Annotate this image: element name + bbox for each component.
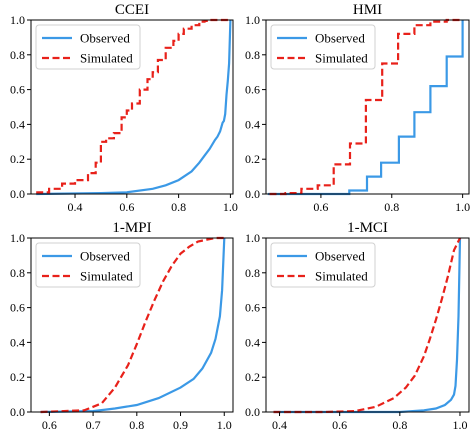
y-tick-label: 0.2: [245, 152, 260, 166]
y-tick-label: 0.4: [10, 335, 25, 349]
y-tick-label: 0.0: [10, 187, 25, 201]
y-tick-label: 0.6: [10, 83, 25, 97]
x-tick-label: 0.8: [171, 200, 186, 214]
legend-box: [35, 24, 141, 70]
x-tick-label: 1.0: [452, 418, 467, 432]
y-tick-label: 0.0: [245, 187, 260, 201]
chart-panel-1: HMI 0.0 0.2 0.4 0.6 0.8 1.0 0.6 0.8 1.0 Observed Si…: [245, 2, 470, 214]
x-tick-label: 0.6: [332, 418, 347, 432]
x-tick-label: 1.0: [455, 200, 470, 214]
y-tick-label: 0.4: [10, 117, 25, 131]
y-tick-label: 1.0: [245, 13, 260, 27]
series-line-simulated: [36, 18, 231, 194]
x-tick-label: 0.8: [392, 418, 407, 432]
y-tick-label: 0.4: [245, 117, 260, 131]
legend-label-simulated: Simulated: [315, 269, 368, 284]
legend-label-observed: Observed: [80, 249, 130, 264]
y-tick-label: 0.8: [245, 48, 260, 62]
y-tick-label: 0.8: [10, 48, 25, 62]
y-tick-label: 0.2: [10, 370, 25, 384]
y-tick-label: 1.0: [245, 231, 260, 245]
legend-box: [270, 24, 376, 70]
legend-box: [35, 242, 141, 288]
y-tick-label: 0.0: [245, 405, 260, 419]
chart-title: 1-MPI: [112, 220, 151, 236]
chart-title: CCEI: [115, 2, 149, 18]
x-tick-label: 0.8: [129, 418, 144, 432]
legend-label-simulated: Simulated: [80, 51, 133, 66]
axes-frame: [30, 19, 234, 195]
x-tick-label: 0.6: [42, 418, 57, 432]
x-tick-label: 0.7: [86, 418, 101, 432]
x-tick-label: 0.6: [119, 200, 134, 214]
legend-label-simulated: Simulated: [80, 269, 133, 284]
y-tick-label: 0.0: [10, 405, 25, 419]
x-tick-label: 1.0: [223, 200, 238, 214]
series-line-observed: [40, 237, 226, 414]
legend-label-observed: Observed: [315, 31, 365, 46]
x-tick-label: 1.0: [217, 418, 232, 432]
y-tick-label: 0.6: [245, 83, 260, 97]
chart-panel-2: 1-MPI 0.0 0.2 0.4 0.6 0.8 1.0 0.6 0.7 0.8 0.9 1.0 Ob…: [10, 220, 234, 432]
series-line-observed: [36, 19, 232, 196]
chart-panel-0: CCEI 0.0 0.2 0.4 0.6 0.8 1.0 0.4 0.6 0.8 1.0 Observ…: [10, 2, 238, 214]
chart-title: 1-MCI: [347, 220, 388, 236]
series-line-simulated: [269, 18, 463, 196]
series-line-observed: [273, 237, 462, 414]
axes-frame: [265, 237, 470, 413]
legend-label-simulated: Simulated: [315, 51, 368, 66]
y-tick-label: 0.8: [10, 266, 25, 280]
x-tick-label: 0.9: [173, 418, 188, 432]
x-tick-label: 0.6: [313, 200, 328, 214]
y-tick-label: 0.2: [10, 152, 25, 166]
chart-panel-3: 1-MCI 0.0 0.2 0.4 0.6 0.8 1.0 0.4 0.6 0.8 1.0 Obser…: [245, 220, 470, 432]
y-tick-label: 0.2: [245, 370, 260, 384]
x-tick-label: 0.4: [68, 200, 83, 214]
y-tick-label: 1.0: [10, 231, 25, 245]
x-tick-label: 0.4: [272, 418, 287, 432]
y-tick-label: 0.6: [245, 301, 260, 315]
legend-label-observed: Observed: [80, 31, 130, 46]
y-tick-label: 0.6: [10, 301, 25, 315]
series-line-observed: [267, 20, 464, 196]
axes-frame: [30, 237, 234, 413]
axes-frame: [265, 19, 470, 195]
legend-box: [270, 242, 376, 288]
x-tick-label: 0.8: [384, 200, 399, 214]
chart-title: HMI: [353, 2, 382, 18]
y-tick-label: 1.0: [10, 13, 25, 27]
y-tick-label: 0.4: [245, 335, 260, 349]
series-line-simulated: [40, 236, 225, 414]
legend-label-observed: Observed: [315, 249, 365, 264]
y-tick-label: 0.8: [245, 266, 260, 280]
series-line-simulated: [273, 237, 461, 414]
